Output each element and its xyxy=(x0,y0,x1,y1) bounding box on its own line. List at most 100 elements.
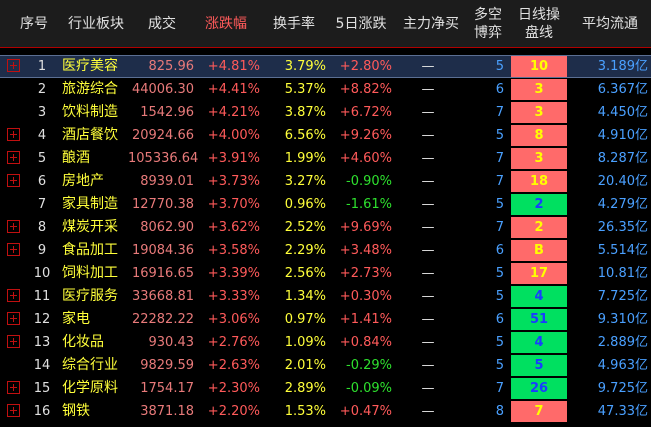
net-flow-value: — xyxy=(421,220,435,235)
row-seq: 6 xyxy=(37,174,47,189)
expand-plus-icon[interactable] xyxy=(7,404,20,417)
change-pct: +2.20% xyxy=(207,404,260,419)
header-bull-bear-line2: 博弈 xyxy=(474,24,502,41)
volume-value: 20924.66 xyxy=(131,128,194,143)
table-header: 序号 行业板块 成交 涨跌幅 换手率 5日涨跌 主力净买 多空 博弈 日线操 盘… xyxy=(0,0,651,48)
column-header-daily-op[interactable]: 日线操 盘线 xyxy=(508,0,570,47)
column-header-turnover[interactable]: 换手率 xyxy=(262,0,326,47)
volume-value: 8062.90 xyxy=(140,220,194,235)
bull-bear-score: 7 xyxy=(495,151,504,166)
five-day-change: +9.69% xyxy=(339,220,392,235)
row-seq: 16 xyxy=(33,404,51,419)
volume-value: 44006.30 xyxy=(131,82,194,97)
change-pct: +2.30% xyxy=(207,381,260,396)
five-day-change: +0.47% xyxy=(339,404,392,419)
row-seq: 13 xyxy=(33,335,51,350)
header-daily-op-line1: 日线操 xyxy=(518,6,560,23)
column-header-seq[interactable]: 序号 xyxy=(10,0,58,47)
change-pct: +3.73% xyxy=(207,174,260,189)
daily-op-badge: 3 xyxy=(511,102,567,123)
table-row[interactable]: 16 钢铁 3871.18 +2.20% 1.53% +0.47% — 8 7 47.33亿 xyxy=(0,400,651,423)
column-header-net-flow[interactable]: 主力净买 xyxy=(396,0,466,47)
header-daily-op-line2: 盘线 xyxy=(525,24,553,41)
expand-plus-icon[interactable] xyxy=(7,335,20,348)
expand-plus-icon[interactable] xyxy=(7,220,20,233)
row-seq: 1 xyxy=(37,59,47,74)
turnover-rate: 2.89% xyxy=(284,381,326,396)
table-row[interactable]: 3 饮料制造 1542.96 +4.21% 3.87% +6.72% —7 3 4.450亿 xyxy=(0,101,651,124)
avg-float-value: 47.33亿 xyxy=(597,404,648,419)
sector-name: 酿酒 xyxy=(62,150,90,166)
sector-name: 饲料加工 xyxy=(62,265,118,281)
expand-plus-icon[interactable] xyxy=(7,151,20,164)
column-header-change[interactable]: 涨跌幅 xyxy=(196,0,256,47)
column-header-bull-bear[interactable]: 多空 博弈 xyxy=(466,0,510,47)
daily-op-badge: 7 xyxy=(511,401,567,422)
change-pct: +2.63% xyxy=(207,358,260,373)
bull-bear-score: 5 xyxy=(495,289,504,304)
net-flow-value: — xyxy=(421,312,435,327)
net-flow-value: — xyxy=(421,381,435,396)
expand-plus-icon[interactable] xyxy=(7,312,20,325)
bull-bear-score: 5 xyxy=(495,128,504,143)
table-row[interactable]: 6 房地产 8939.01 +3.73% 3.27% -0.90% — 7 18 20.40亿 xyxy=(0,170,651,193)
table-row[interactable]: 11 医疗服务 33668.81 +3.33% 1.34% +0.30% — 5 4 7.725亿 xyxy=(0,285,651,308)
turnover-rate: 2.56% xyxy=(284,266,326,281)
avg-float-value: 5.514亿 xyxy=(597,243,648,258)
table-row[interactable]: 2 旅游综合 44006.30 +4.41% 5.37% +8.82% — 6 3 6.367亿 xyxy=(0,78,651,101)
net-flow-value: — xyxy=(421,243,435,258)
net-flow-value: — xyxy=(421,404,435,419)
table-row[interactable]: 1 医疗美容 825.96 +4.81% 3.79% +2.80% — 5 10 3.189亿 xyxy=(0,55,651,78)
table-row[interactable]: 13 化妆品 930.43 +2.76% 1.09% +0.84% — 5 4 2.889亿 xyxy=(0,331,651,354)
change-pct: +3.91% xyxy=(207,151,260,166)
change-pct: +3.70% xyxy=(207,197,260,212)
sector-name: 医疗美容 xyxy=(62,58,118,74)
change-pct: +3.06% xyxy=(207,312,260,327)
column-header-avg-float[interactable]: 平均流通 xyxy=(572,0,648,47)
change-pct: +4.00% xyxy=(207,128,260,143)
table-row[interactable]: 14 综合行业 9829.59 +2.63% 2.01% -0.29% — 5 5 4.963亿 xyxy=(0,354,651,377)
avg-float-value: 7.725亿 xyxy=(597,289,648,304)
change-pct: +4.21% xyxy=(207,105,260,120)
volume-value: 19084.36 xyxy=(131,243,194,258)
row-seq: 3 xyxy=(37,105,47,120)
header-seq-label: 序号 xyxy=(20,15,48,32)
volume-value: 825.96 xyxy=(148,59,195,74)
expand-plus-icon[interactable] xyxy=(7,59,20,72)
column-header-five-day[interactable]: 5日涨跌 xyxy=(326,0,396,47)
sector-name: 煤炭开采 xyxy=(62,219,118,235)
bull-bear-score: 5 xyxy=(495,335,504,350)
avg-float-value: 6.367亿 xyxy=(597,82,648,97)
table-row[interactable]: 10 饲料加工 16916.65 +3.39% 2.56% +2.73% — 5 17 10.81… xyxy=(0,262,651,285)
daily-op-badge: 8 xyxy=(511,125,567,146)
header-net-flow-label: 主力净买 xyxy=(403,15,459,32)
table-row[interactable]: 12 家电 22282.22 +3.06% 0.97% +1.41% — 6 51 9.310亿 xyxy=(0,308,651,331)
expand-plus-icon[interactable] xyxy=(7,381,20,394)
sector-name: 房地产 xyxy=(62,173,104,189)
net-flow-value: — xyxy=(421,197,435,212)
row-seq: 4 xyxy=(37,128,47,143)
expand-plus-icon[interactable] xyxy=(7,289,20,302)
row-seq: 5 xyxy=(37,151,47,166)
daily-op-badge: 10 xyxy=(511,56,567,77)
expand-plus-icon[interactable] xyxy=(7,243,20,256)
table-row[interactable]: 5 酿酒 105336.64 +3.91% 1.99% +4.60% — 7 3 8.287亿 xyxy=(0,147,651,170)
column-header-volume[interactable]: 成交 xyxy=(134,0,190,47)
change-pct: +3.58% xyxy=(207,243,260,258)
header-avg-float-label: 平均流通 xyxy=(582,15,638,32)
sector-name: 食品加工 xyxy=(62,242,118,258)
five-day-change: -0.90% xyxy=(346,174,392,189)
turnover-rate: 0.96% xyxy=(284,197,326,212)
five-day-change: +0.84% xyxy=(339,335,392,350)
expand-plus-icon[interactable] xyxy=(7,174,20,187)
column-header-sector[interactable]: 行业板块 xyxy=(58,0,134,47)
table-row[interactable]: 7 家具制造 12770.38 +3.70% 0.96% -1.61% — 5 2 4.279亿 xyxy=(0,193,651,216)
expand-plus-icon[interactable] xyxy=(7,128,20,141)
turnover-rate: 3.79% xyxy=(284,59,326,74)
table-row[interactable]: 8 煤炭开采 8062.90 +3.62% 2.52% +9.69% — 7 2 26.35亿 xyxy=(0,216,651,239)
sector-name: 化学原料 xyxy=(62,380,118,396)
table-row[interactable]: 9 食品加工 19084.36 +3.58% 2.29% +3.48% — 6 B 5.514亿 xyxy=(0,239,651,262)
table-row[interactable]: 15 化学原料 1754.17 +2.30% 2.89% -0.09% — 7 26 9.725亿 xyxy=(0,377,651,400)
table-row[interactable]: 4 酒店餐饮 20924.66 +4.00% 6.56% +9.26% — 5 8 4.910亿 xyxy=(0,124,651,147)
avg-float-value: 4.450亿 xyxy=(597,105,648,120)
